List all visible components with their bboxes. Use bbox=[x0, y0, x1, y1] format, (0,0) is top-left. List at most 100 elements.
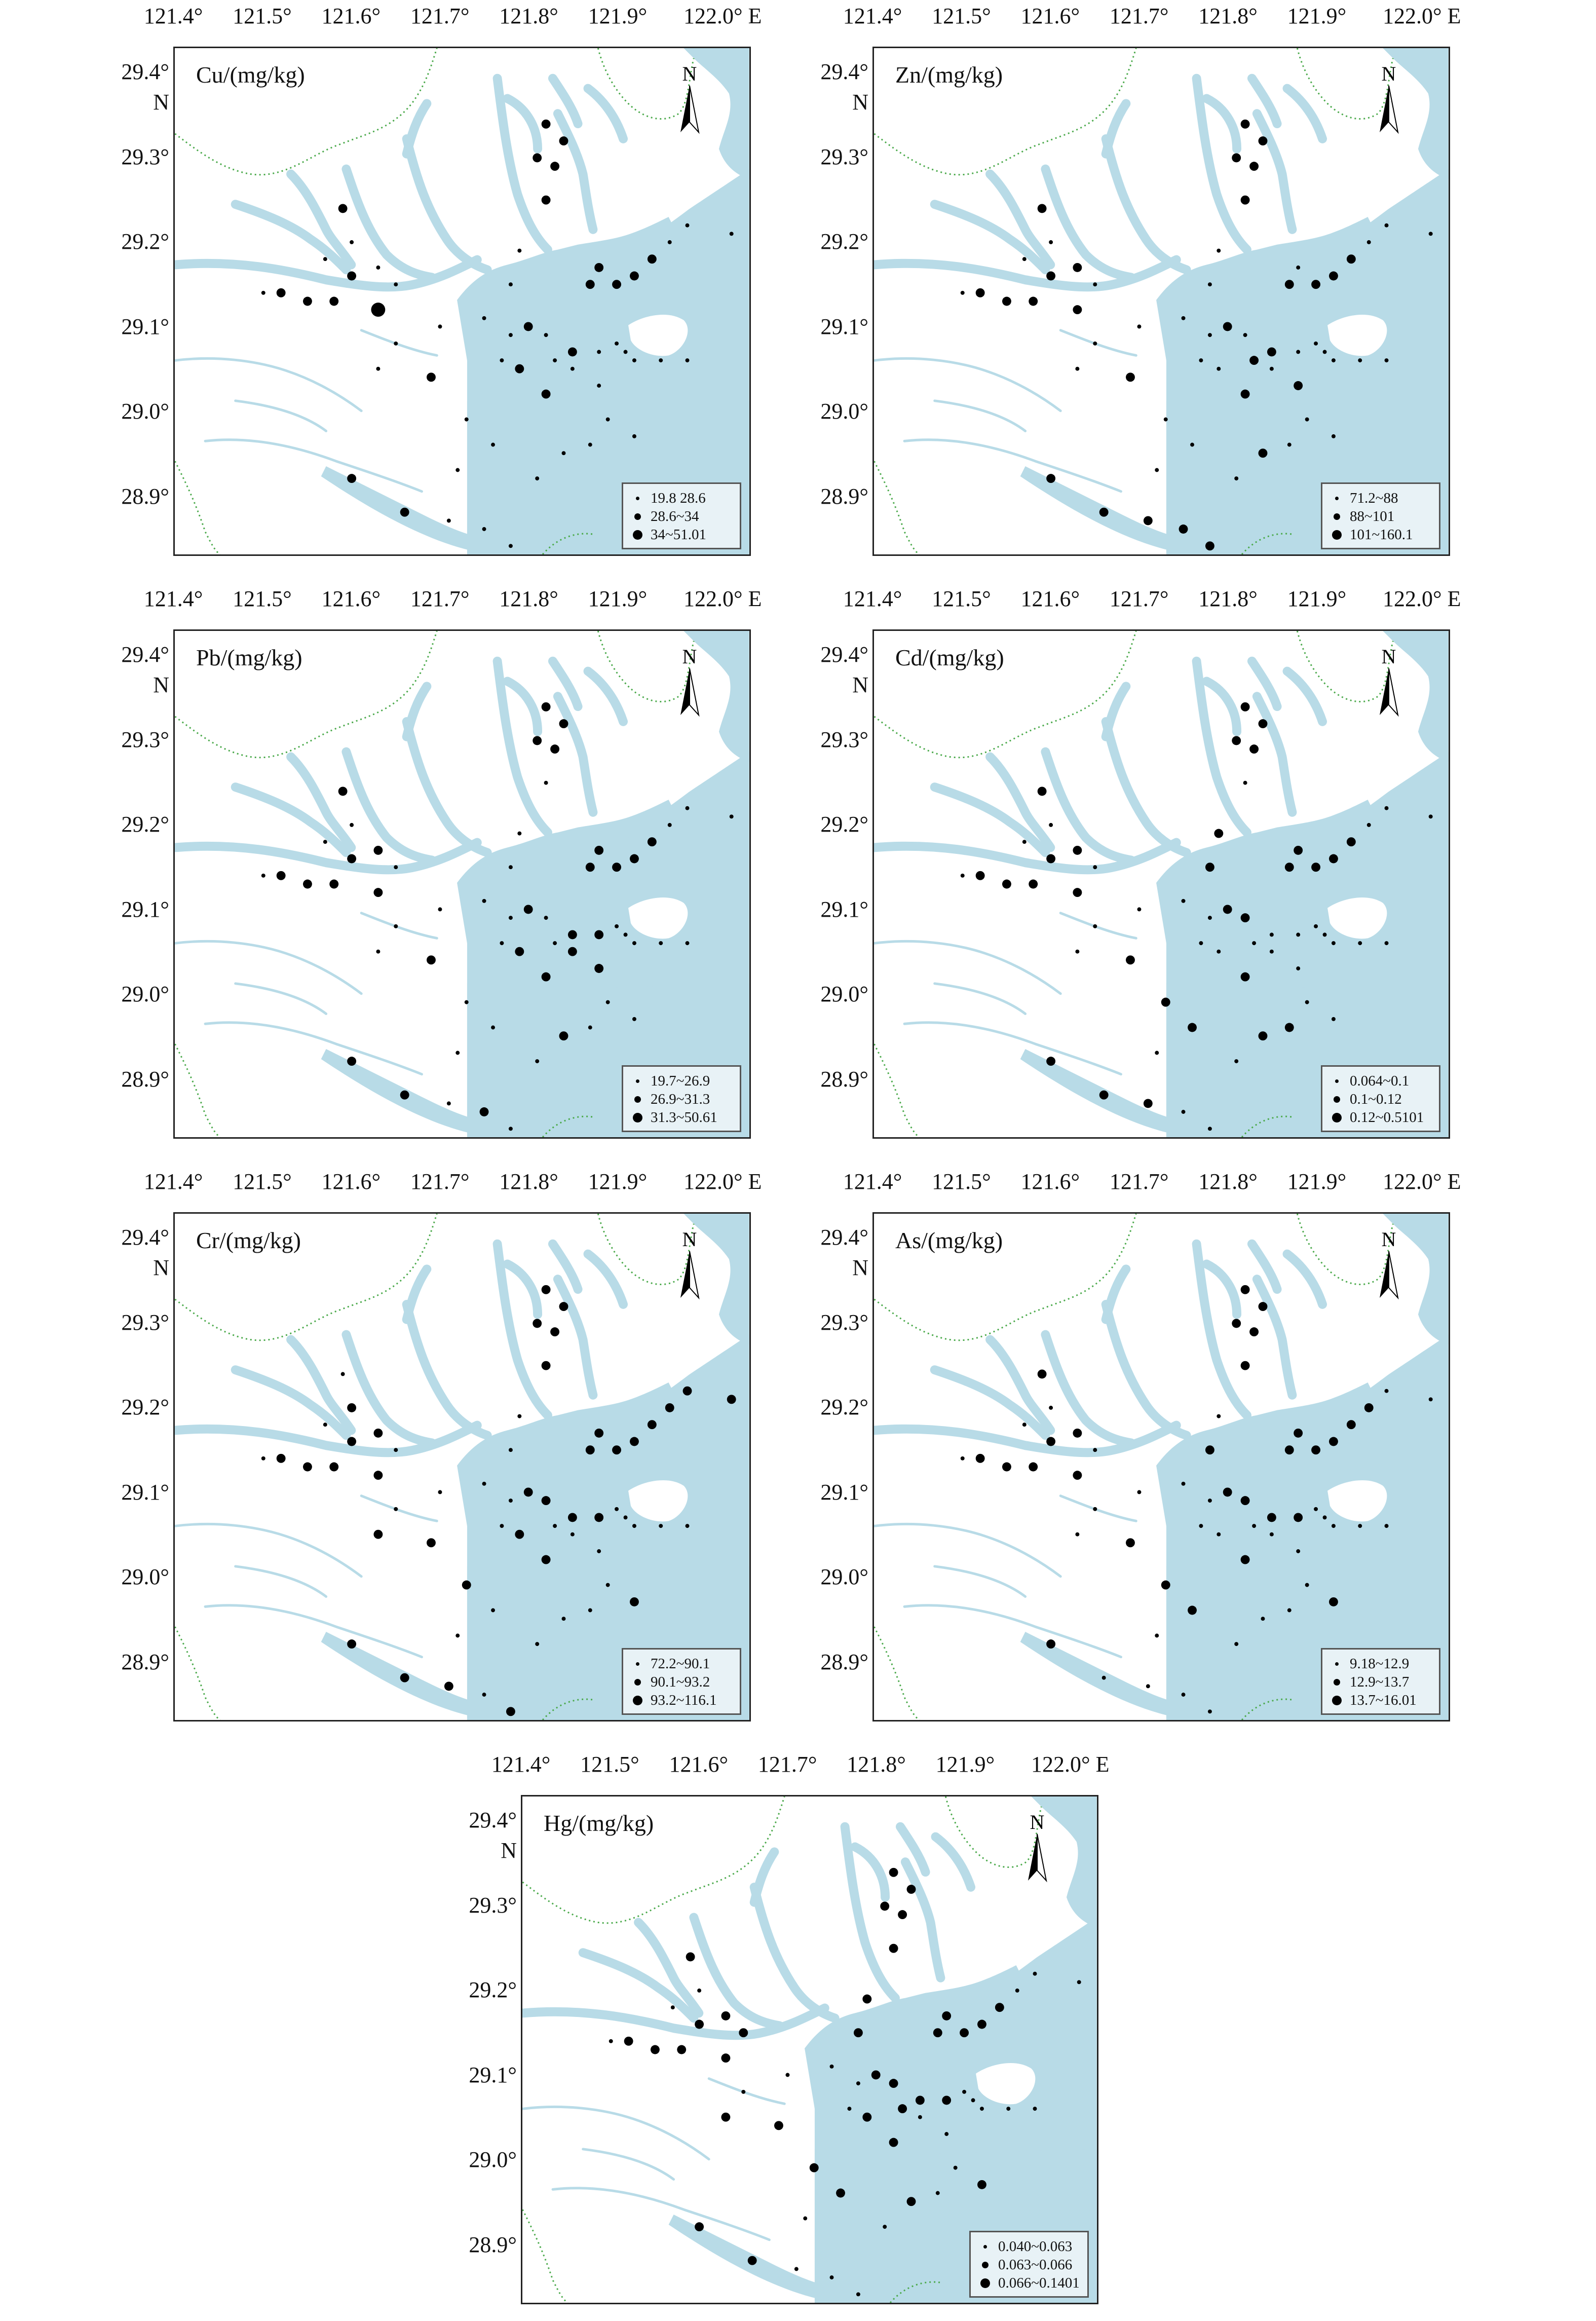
sample-point bbox=[541, 972, 551, 982]
sample-point bbox=[1314, 924, 1318, 928]
legend-item: 19.7~26.9 bbox=[628, 1072, 736, 1090]
sample-point bbox=[1046, 1639, 1056, 1649]
river-channel bbox=[1059, 329, 1137, 357]
x-tick-label: 121.4° bbox=[143, 4, 203, 28]
sample-point bbox=[427, 372, 436, 382]
admin-border bbox=[874, 48, 1137, 176]
sample-point bbox=[1305, 1583, 1309, 1587]
admin-border bbox=[175, 631, 438, 759]
sample-point bbox=[1366, 240, 1371, 244]
y-tick-label: 29.4° bbox=[121, 642, 169, 667]
map-panel-cr: 121.4° 121.5° 121.6° 121.7° 121.8° 121.9° 122.… bbox=[62, 1166, 762, 1738]
y-tick-label: 29.0° bbox=[820, 399, 868, 424]
sample-point bbox=[479, 1107, 489, 1116]
sample-point bbox=[1296, 1549, 1301, 1553]
sample-point bbox=[394, 341, 398, 346]
admin-border bbox=[874, 631, 1137, 759]
map-frame: Pb/(mg/kg) N 19.7~26.9 26.9~31.3 31.3~50.61 bbox=[173, 629, 751, 1139]
x-tick-label: 121.6° bbox=[321, 4, 381, 28]
river-channel bbox=[522, 2003, 829, 2040]
y-tick-label: 28.9° bbox=[820, 1649, 868, 1674]
sample-point bbox=[1137, 907, 1142, 912]
sample-point bbox=[685, 941, 690, 946]
sample-point bbox=[829, 2064, 834, 2069]
x-tick-label: 121.4° bbox=[143, 1169, 203, 1194]
legend-item: 0.063~0.066 bbox=[976, 2256, 1083, 2274]
legend-dot-icon bbox=[980, 2278, 990, 2288]
river-channel bbox=[1059, 1494, 1137, 1522]
legend-dot-icon bbox=[634, 1096, 641, 1103]
map-legend: 0.040~0.063 0.063~0.066 0.066~0.1401 bbox=[969, 2231, 1089, 2298]
sample-point bbox=[632, 1524, 636, 1528]
sample-point bbox=[276, 288, 286, 297]
sample-point bbox=[1006, 2107, 1011, 2111]
sample-point bbox=[739, 2028, 748, 2038]
y-tick-label: 29.1° bbox=[469, 2062, 517, 2087]
y-tick-label: 29.3° bbox=[121, 144, 169, 169]
river-channel bbox=[1282, 84, 1327, 143]
sample-point bbox=[1217, 1532, 1221, 1537]
admin-border bbox=[175, 1043, 221, 1137]
admin-border bbox=[874, 1214, 1137, 1341]
sample-point bbox=[615, 341, 619, 346]
x-tick-label: 121.9° bbox=[588, 1169, 648, 1194]
sample-point bbox=[1223, 1487, 1232, 1497]
river-channel bbox=[874, 838, 1181, 875]
map-frame: Hg/(mg/kg) N 0.040~0.063 0.063~0.066 0.066~0… bbox=[521, 1795, 1098, 2304]
river-channel bbox=[933, 399, 1027, 432]
sample-point bbox=[261, 1456, 265, 1461]
sample-point bbox=[455, 1633, 460, 1638]
admin-border bbox=[522, 2209, 568, 2303]
sample-point bbox=[1331, 941, 1336, 946]
sample-point bbox=[880, 1901, 890, 1911]
sample-point bbox=[1205, 1445, 1214, 1455]
sample-point bbox=[721, 2053, 731, 2063]
sample-point bbox=[1205, 863, 1214, 872]
sample-point bbox=[1188, 1023, 1197, 1032]
sample-point bbox=[829, 2275, 834, 2279]
sample-point bbox=[394, 1448, 398, 1452]
legend-dot-icon bbox=[1332, 1695, 1342, 1705]
river-channel bbox=[341, 164, 437, 282]
sample-point bbox=[508, 333, 513, 338]
sample-point bbox=[588, 1025, 592, 1030]
sample-point bbox=[1287, 1608, 1291, 1613]
river-channel bbox=[1101, 99, 1131, 159]
sample-point bbox=[1075, 1532, 1080, 1537]
sample-point bbox=[1243, 780, 1247, 785]
y-tick-label: 29.4° bbox=[121, 59, 169, 85]
river-channel bbox=[634, 1918, 704, 2018]
y-tick-label: 29.2° bbox=[469, 1977, 517, 2003]
sample-point bbox=[340, 1372, 345, 1376]
legend-dot-icon bbox=[981, 2261, 989, 2268]
sample-point bbox=[1249, 744, 1259, 754]
sample-point bbox=[1358, 941, 1362, 946]
y-tick-label: 29.3° bbox=[820, 1309, 868, 1335]
south-inlet bbox=[668, 2215, 825, 2301]
legend-item: 26.9~31.3 bbox=[628, 1090, 736, 1108]
sample-point bbox=[1284, 863, 1294, 872]
sample-point bbox=[541, 195, 551, 205]
island bbox=[1327, 1480, 1387, 1522]
sample-point bbox=[561, 451, 566, 456]
y-axis-unit: N bbox=[852, 672, 868, 698]
south-inlet bbox=[1020, 1632, 1176, 1718]
y-axis-unit: N bbox=[852, 90, 868, 115]
sample-point bbox=[1033, 2107, 1037, 2111]
sample-point bbox=[1015, 1988, 1019, 1993]
sample-point bbox=[647, 837, 657, 847]
sample-point bbox=[1428, 814, 1433, 819]
x-tick-label: 122.0° E bbox=[1383, 4, 1461, 28]
y-tick-label: 29.4° bbox=[469, 1808, 517, 1833]
sample-point bbox=[1294, 1513, 1303, 1522]
river-channel bbox=[930, 1365, 1050, 1440]
sample-point bbox=[609, 2039, 613, 2043]
sample-point bbox=[1329, 1437, 1338, 1446]
map-element-label: As/(mg/kg) bbox=[895, 1227, 1003, 1253]
admin-border bbox=[874, 461, 920, 554]
sample-point bbox=[647, 254, 657, 264]
east-sea-area bbox=[1383, 48, 1449, 179]
x-tick-label: 121.5° bbox=[233, 4, 292, 28]
sample-point bbox=[1217, 1414, 1221, 1418]
admin-border bbox=[597, 48, 695, 120]
